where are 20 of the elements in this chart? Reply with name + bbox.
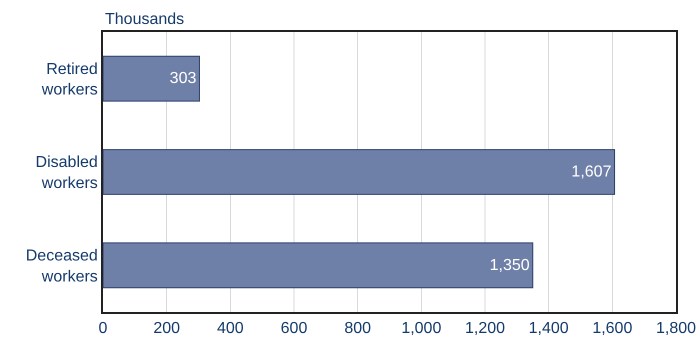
data-label: 303 [170, 70, 196, 88]
bar [103, 242, 534, 288]
x-tick-label: 400 [216, 320, 244, 338]
x-tick-label: 600 [280, 320, 308, 338]
x-axis-title: Thousands [105, 11, 184, 28]
y-tick-label: Deceased workers [26, 248, 98, 286]
x-tick-label: 1,200 [464, 320, 506, 338]
y-tick-label: Disabled workers [36, 154, 98, 192]
x-tick-label: 1,000 [401, 320, 442, 338]
x-tick-label: 1,600 [592, 320, 632, 338]
x-tick-label: 1,800 [656, 320, 696, 338]
bar [103, 56, 200, 102]
data-label: 1,350 [490, 256, 530, 274]
data-label: 1,607 [571, 164, 612, 180]
x-tick-label: 1,400 [528, 320, 569, 338]
x-tick-label: 800 [344, 320, 372, 338]
x-tick-label: 200 [153, 320, 180, 338]
y-tick-label: Retired workers [40, 60, 98, 99]
x-tick-label: 0 [98, 320, 108, 338]
bar [103, 149, 616, 195]
